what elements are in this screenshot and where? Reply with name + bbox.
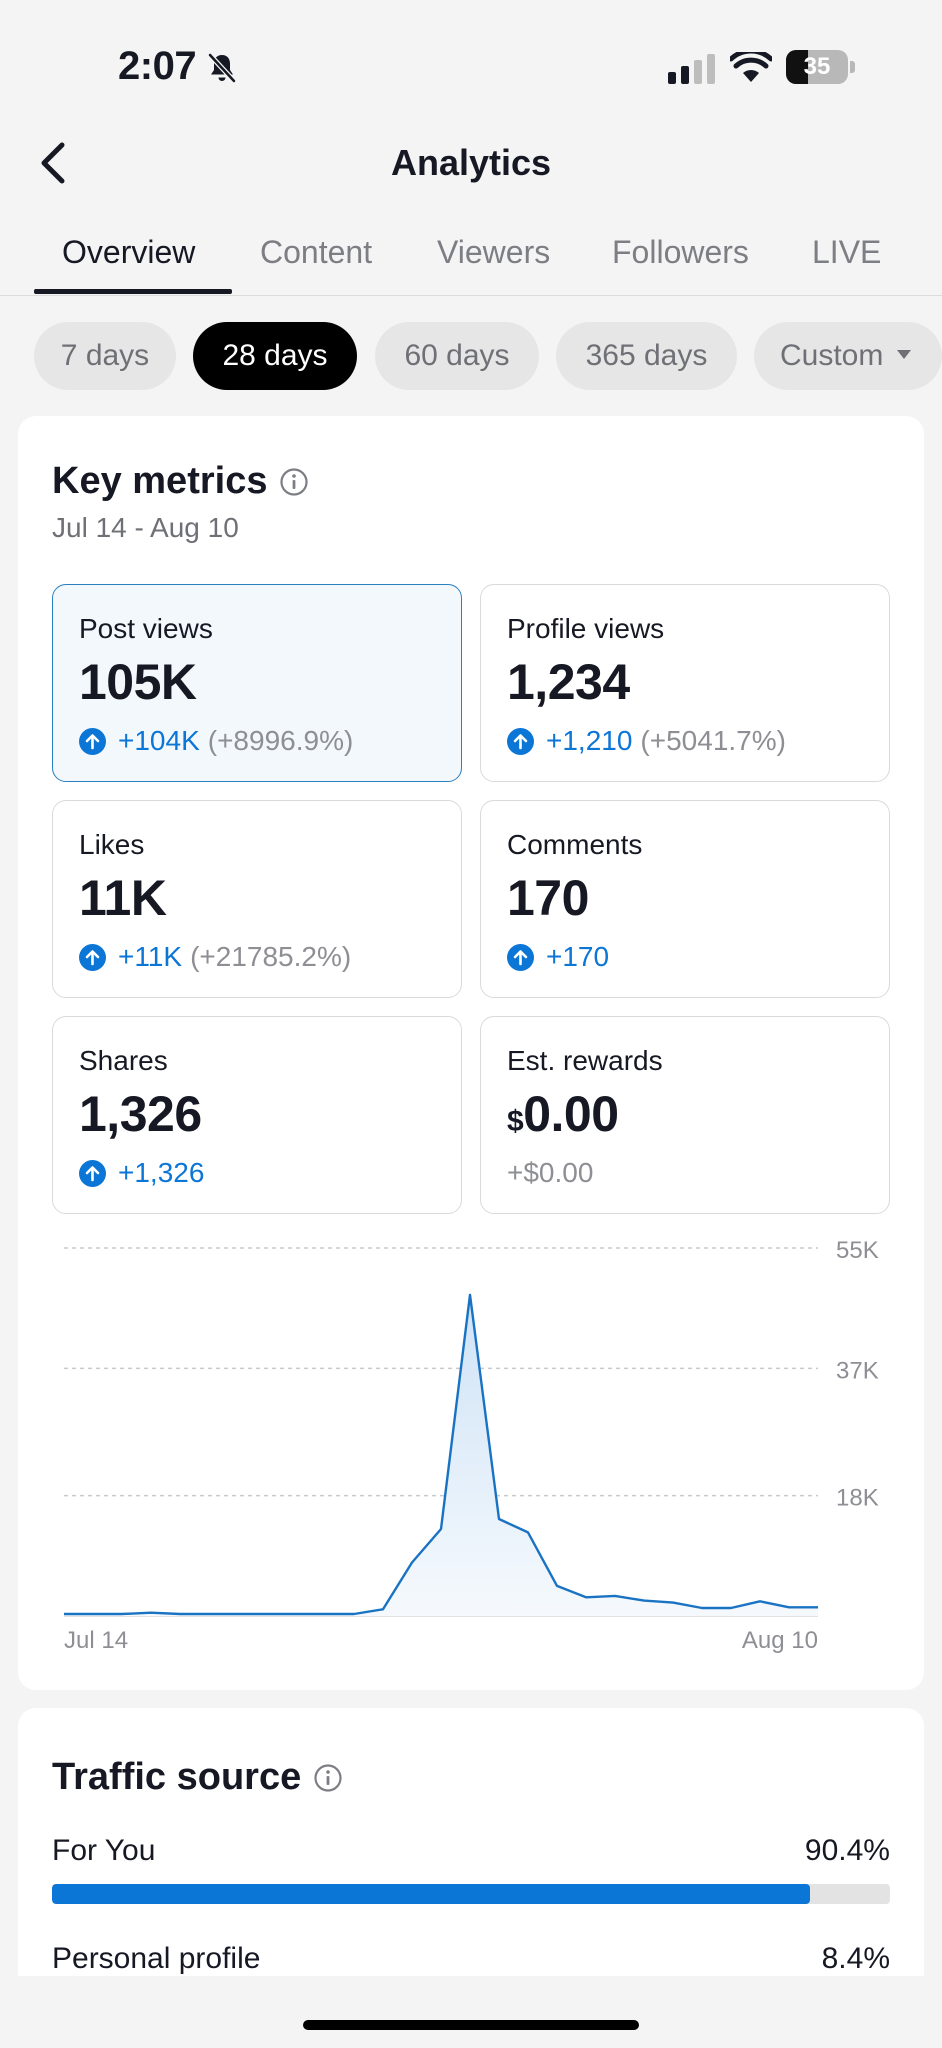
tab-content[interactable]: Content bbox=[260, 234, 373, 270]
range-28-days[interactable]: 28 days bbox=[193, 322, 357, 390]
metric-value: 1,326 bbox=[79, 1086, 202, 1142]
traffic-bar-for-you bbox=[52, 1884, 890, 1904]
metric-percent: (+8996.9%) bbox=[207, 725, 354, 756]
metric-label: Comments bbox=[507, 829, 643, 860]
chevron-left-icon bbox=[41, 142, 65, 184]
key-metrics-title: Key metrics bbox=[52, 460, 268, 502]
metric-label: Post views bbox=[79, 613, 213, 644]
traffic-bar-fill bbox=[52, 1884, 810, 1904]
metric-delta: +1,210 bbox=[546, 725, 633, 756]
metric-likes[interactable]: Likes 11K +11K (+21785.2%) bbox=[52, 800, 462, 998]
status-time: 2:07 bbox=[118, 44, 197, 88]
metric-delta: +1,326 bbox=[118, 1157, 205, 1188]
metric-change: +11K (+21785.2%) bbox=[79, 941, 351, 973]
info-icon[interactable] bbox=[279, 467, 309, 497]
metric-value: 105K bbox=[79, 654, 197, 710]
status-bar: 2:07 35 bbox=[0, 0, 942, 120]
wifi-icon bbox=[730, 52, 772, 82]
tab-live[interactable]: LIVE bbox=[812, 234, 882, 270]
arrow-up-circle-icon bbox=[79, 1159, 106, 1187]
traffic-label: For You bbox=[52, 1834, 156, 1867]
home-indicator[interactable] bbox=[303, 2020, 639, 2030]
metric-label: Shares bbox=[79, 1045, 168, 1076]
chart-x-tick-label: Aug 10 bbox=[742, 1627, 818, 1654]
metric-est-rewards[interactable]: Est. rewards $0.00 +$0.00 bbox=[480, 1016, 890, 1214]
active-tab-indicator bbox=[34, 289, 232, 294]
tab-bar: Overview Content Viewers Followers LIVE bbox=[0, 220, 942, 296]
tab-viewers[interactable]: Viewers bbox=[437, 234, 551, 270]
caret-down-icon bbox=[897, 349, 912, 359]
traffic-value: 90.4% bbox=[804, 1834, 890, 1867]
range-custom-label: Custom bbox=[780, 339, 884, 372]
key-metrics-card: Key metrics Jul 14 - Aug 10 Post views 1… bbox=[18, 416, 924, 1690]
info-icon[interactable] bbox=[313, 1763, 343, 1793]
metric-value: $0.00 bbox=[507, 1085, 619, 1143]
arrow-up-circle-icon bbox=[507, 727, 534, 755]
chart-y-tick-label: 37K bbox=[836, 1357, 879, 1384]
key-metrics-heading: Key metrics bbox=[52, 460, 309, 503]
date-range-label: Jul 14 - Aug 10 bbox=[52, 512, 239, 543]
metric-percent: (+21785.2%) bbox=[190, 941, 352, 972]
cellular-signal-icon bbox=[668, 54, 715, 84]
post-views-chart: 55K 37K 18K Jul 14 Aug 10 bbox=[64, 1237, 879, 1654]
metric-label: Profile views bbox=[507, 613, 665, 644]
tab-followers[interactable]: Followers bbox=[612, 234, 749, 270]
arrow-up-circle-icon bbox=[79, 943, 106, 971]
arrow-up-circle-icon bbox=[507, 943, 534, 971]
metric-value: 170 bbox=[507, 870, 589, 926]
range-60-days[interactable]: 60 days bbox=[375, 322, 539, 390]
battery-percent: 35 bbox=[803, 53, 831, 80]
traffic-label: Personal profile bbox=[52, 1942, 261, 1975]
nav-header: Analytics bbox=[0, 120, 942, 210]
traffic-source-title: Traffic source bbox=[52, 1756, 302, 1798]
metric-value: 11K bbox=[79, 870, 167, 926]
chart-series-line bbox=[64, 1293, 818, 1616]
page-title: Analytics bbox=[390, 142, 552, 183]
date-range-selector: 7 days 28 days 60 days 365 days Custom bbox=[0, 322, 942, 390]
metric-label: Est. rewards bbox=[507, 1045, 663, 1076]
range-365-days[interactable]: 365 days bbox=[556, 322, 737, 390]
arrow-up-circle-icon bbox=[79, 727, 106, 755]
metric-shares[interactable]: Shares 1,326 +1,326 bbox=[52, 1016, 462, 1214]
range-7-days[interactable]: 7 days bbox=[34, 322, 176, 390]
traffic-row-personal-profile: Personal profile 8.4% bbox=[52, 1942, 890, 1982]
metric-change: +170 bbox=[507, 941, 609, 973]
battery-level bbox=[786, 50, 808, 84]
traffic-value: 8.4% bbox=[821, 1942, 890, 1975]
metric-change: +104K (+8996.9%) bbox=[79, 725, 353, 757]
metric-comments[interactable]: Comments 170 +170 bbox=[480, 800, 890, 998]
metric-value: 1,234 bbox=[507, 654, 630, 710]
chart-area bbox=[64, 1294, 818, 1616]
tab-overview[interactable]: Overview bbox=[62, 234, 196, 270]
chart-y-tick-label: 55K bbox=[836, 1237, 879, 1264]
metric-percent: (+5041.7%) bbox=[640, 725, 786, 756]
chart-x-tick-label: Jul 14 bbox=[64, 1627, 128, 1654]
bottom-safe-area bbox=[0, 1976, 942, 2048]
metric-delta: +11K bbox=[118, 941, 183, 972]
metric-value-number: 0.00 bbox=[523, 1086, 619, 1142]
back-button[interactable] bbox=[28, 138, 78, 188]
currency-symbol: $ bbox=[507, 1105, 524, 1138]
metric-label: Likes bbox=[79, 829, 145, 860]
metric-profile-views[interactable]: Profile views 1,234 +1,210 (+5041.7%) bbox=[480, 584, 890, 782]
bell-muted-icon bbox=[208, 53, 236, 83]
metric-delta: +170 bbox=[546, 941, 610, 972]
metric-change: +1,326 bbox=[79, 1157, 204, 1189]
chart-y-tick-label: 18K bbox=[836, 1485, 879, 1512]
metric-delta: +104K bbox=[118, 725, 200, 756]
metric-delta: +$0.00 bbox=[507, 1157, 594, 1188]
traffic-row-for-you: For You 90.4% bbox=[52, 1834, 890, 1874]
battery-icon: 35 bbox=[786, 50, 855, 84]
traffic-source-heading: Traffic source bbox=[52, 1756, 343, 1799]
metric-change: +$0.00 bbox=[507, 1157, 593, 1189]
range-custom[interactable]: Custom bbox=[754, 322, 942, 390]
metric-change: +1,210 (+5041.7%) bbox=[507, 725, 786, 757]
metric-post-views[interactable]: Post views 105K +104K (+8996.9%) bbox=[52, 584, 462, 782]
